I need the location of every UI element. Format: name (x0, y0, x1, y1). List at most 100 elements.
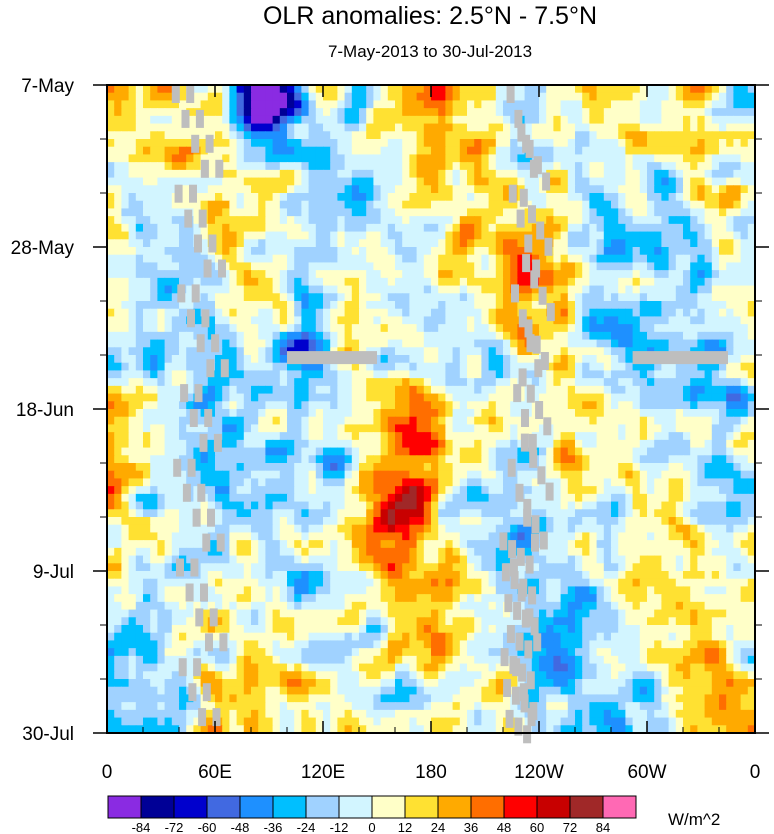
heatmap-cell (632, 208, 641, 217)
heatmap-cell (639, 231, 648, 240)
heatmap-cell (503, 285, 511, 294)
heatmap-cell (467, 247, 475, 256)
heatmap-cell (697, 208, 706, 217)
heatmap-cell (618, 501, 626, 510)
heatmap-cell (438, 223, 446, 233)
heatmap-cell (308, 231, 317, 240)
heatmap-cell (531, 139, 540, 148)
heatmap-cell (582, 131, 590, 140)
heatmap-cell (553, 447, 562, 456)
heatmap-cell (488, 447, 497, 456)
heatmap-cell (344, 370, 353, 379)
heatmap-cell (431, 385, 439, 395)
heatmap-cell (395, 177, 403, 186)
heatmap-cell (481, 486, 490, 495)
heatmap-cell (387, 470, 396, 480)
heatmap-cell (265, 455, 274, 464)
heatmap-cell (236, 370, 245, 379)
heatmap-cell (251, 146, 259, 156)
heatmap-cell (445, 416, 454, 426)
heatmap-cell (697, 262, 706, 271)
heatmap-cell (567, 262, 576, 271)
heatmap-cell (279, 493, 288, 503)
heatmap-cell (387, 239, 396, 248)
heatmap-cell (668, 139, 677, 148)
heatmap-cell (128, 169, 137, 179)
heatmap-cell (229, 401, 238, 410)
heatmap-cell (747, 447, 756, 456)
heatmap-cell (308, 424, 317, 433)
heatmap-cell (445, 424, 454, 433)
heatmap-cell (503, 108, 511, 117)
heatmap-cell (495, 169, 504, 179)
heatmap-cell (503, 463, 511, 472)
heatmap-cell (200, 385, 209, 395)
heatmap-cell (323, 200, 331, 210)
heatmap-cell (733, 262, 742, 271)
heatmap-cell (711, 185, 720, 194)
heatmap-cell (445, 439, 454, 449)
heatmap-cell (481, 270, 490, 279)
heatmap-cell (344, 123, 353, 132)
heatmap-cell (114, 385, 122, 395)
heatmap-cell (164, 432, 173, 441)
heatmap-cell (452, 331, 461, 341)
heatmap-cell (107, 432, 115, 441)
heatmap-cell (373, 385, 382, 395)
heatmap-cell (121, 285, 130, 294)
heatmap-cell (719, 100, 727, 109)
heatmap-cell (683, 424, 691, 433)
heatmap-cell (359, 493, 367, 503)
heatmap-cell (438, 208, 446, 217)
heatmap-cell (618, 185, 626, 194)
chart-title: OLR anomalies: 2.5°N - 7.5°N (263, 2, 597, 30)
heatmap-cell (287, 270, 295, 279)
heatmap-cell (236, 216, 245, 225)
heatmap-cell (128, 146, 137, 156)
heatmap-cell (438, 308, 446, 318)
heatmap-cell (553, 362, 562, 372)
heatmap-cell (704, 493, 713, 503)
heatmap-cell (179, 301, 187, 310)
heatmap-cell (315, 146, 324, 156)
heatmap-cell (661, 115, 670, 125)
heatmap-cell (589, 270, 598, 279)
heatmap-cell (697, 370, 706, 379)
heatmap-cell (186, 355, 194, 364)
heatmap-cell (344, 509, 353, 518)
heatmap-cell (603, 463, 612, 472)
heatmap-cell (236, 486, 245, 495)
heatmap-cell (488, 162, 497, 171)
heatmap-cell (668, 439, 677, 449)
heatmap-cell (503, 216, 511, 225)
heatmap-cell (107, 486, 115, 495)
heatmap-cell (294, 339, 302, 348)
heatmap-cell (287, 115, 295, 125)
heatmap-cell (215, 401, 223, 410)
heatmap-cell (121, 432, 130, 441)
heatmap-cell (143, 247, 151, 256)
heatmap-cell (114, 85, 122, 94)
heatmap-cell (575, 285, 583, 294)
heatmap-cell (675, 416, 684, 426)
heatmap-cell (531, 146, 540, 156)
heatmap-cell (114, 185, 122, 194)
heatmap-cell (560, 123, 569, 132)
heatmap-cell (704, 478, 713, 487)
heatmap-cell (539, 316, 547, 325)
heatmap-cell (222, 262, 230, 271)
heatmap-cell (380, 131, 389, 140)
heatmap-cell (265, 409, 274, 418)
heatmap-cell (207, 108, 216, 117)
heatmap-cell (611, 339, 619, 348)
heatmap-cell (661, 262, 670, 271)
heatmap-cell (143, 169, 151, 179)
heatmap-cell (323, 262, 331, 271)
heatmap-cell (272, 455, 281, 464)
heatmap-cell (625, 470, 634, 480)
heatmap-cell (445, 231, 454, 240)
heatmap-cell (215, 254, 223, 264)
heatmap-cell (603, 293, 612, 302)
heatmap-cell (474, 424, 482, 433)
heatmap-cell (373, 331, 382, 341)
